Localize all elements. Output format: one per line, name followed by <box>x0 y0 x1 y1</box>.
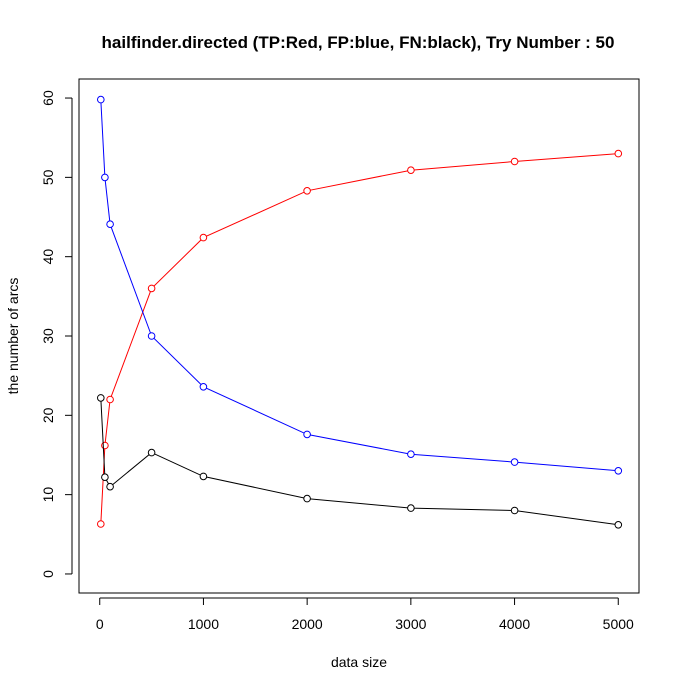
fp-point <box>407 450 415 459</box>
x-axis-label: data size <box>331 654 387 670</box>
x-tick-label: 2000 <box>292 616 323 632</box>
tp-point <box>101 441 109 450</box>
fn-series-line <box>100 397 619 526</box>
tp-point <box>199 233 208 242</box>
fn-point <box>407 504 415 512</box>
fp-point <box>614 467 623 475</box>
fn-point <box>614 521 623 529</box>
fn-point <box>97 394 105 402</box>
y-tick-label: 40 <box>40 249 56 265</box>
fn-point <box>147 448 156 457</box>
x-tick-label: 3000 <box>395 616 426 632</box>
chart-title: hailfinder.directed (TP:Red, FP:blue, FN… <box>102 33 615 52</box>
y-tick-label: 60 <box>40 90 56 106</box>
tp-point <box>614 149 623 158</box>
series-layer <box>97 95 623 529</box>
fp-point <box>147 332 156 340</box>
fp-series-line <box>100 99 619 472</box>
fn-point <box>303 494 311 503</box>
fp-point <box>199 383 208 391</box>
fn-point <box>199 472 208 481</box>
tp-point <box>303 187 311 195</box>
y-tick-label: 10 <box>40 487 56 503</box>
tp-series-line <box>100 153 619 525</box>
fp-point <box>97 95 105 104</box>
x-axis: 0 1000 2000 3000 4000 5000 <box>96 597 634 632</box>
y-tick-label: 20 <box>40 407 56 423</box>
x-tick-label: 1000 <box>188 616 219 632</box>
y-tick-label: 0 <box>40 570 56 578</box>
y-axis: 0 10 20 30 40 50 60 <box>40 90 73 578</box>
plot-frame <box>78 78 640 594</box>
x-tick-label: 5000 <box>603 616 634 632</box>
y-tick-label: 50 <box>40 169 56 185</box>
tp-point <box>97 520 105 528</box>
fn-point <box>510 506 519 515</box>
tp-point <box>147 284 156 293</box>
fp-point <box>303 430 311 439</box>
fn-point <box>101 473 109 482</box>
x-tick-label: 4000 <box>499 616 530 632</box>
fp-point <box>101 173 109 182</box>
fp-point <box>106 220 114 228</box>
y-tick-label: 30 <box>40 328 56 344</box>
x-tick-label: 0 <box>96 616 104 632</box>
y-axis-label: the number of arcs <box>5 278 21 395</box>
fn-point <box>106 482 114 491</box>
tp-point <box>510 157 519 166</box>
tp-point <box>407 166 415 174</box>
tp-point <box>106 395 114 404</box>
fp-point <box>510 458 519 466</box>
